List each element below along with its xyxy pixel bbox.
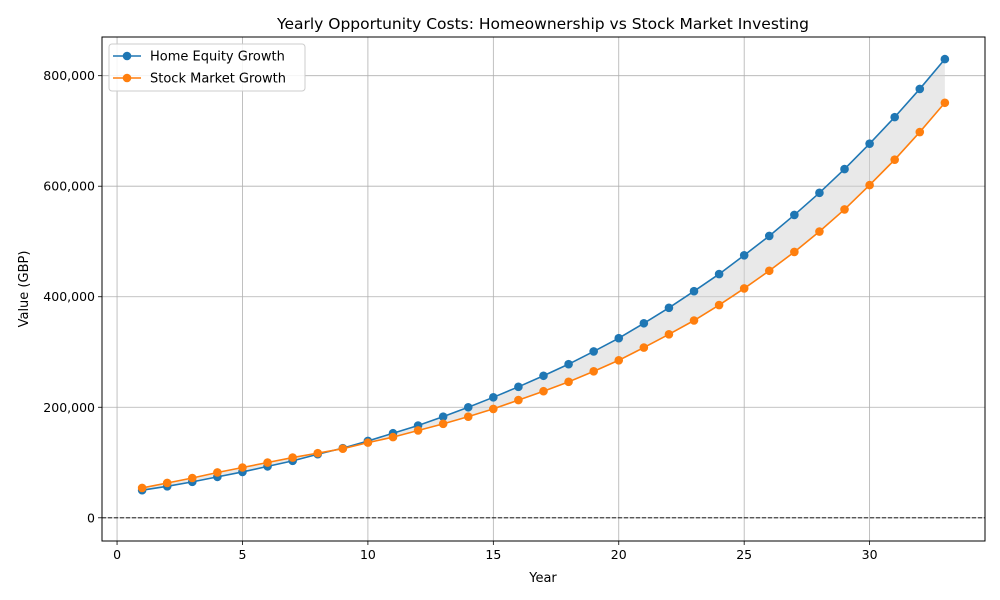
data-point	[865, 180, 874, 190]
legend-marker	[122, 51, 132, 61]
data-point	[589, 347, 598, 356]
data-point	[664, 330, 674, 339]
y-tick-label: 200,000	[43, 400, 95, 415]
data-point	[714, 269, 724, 279]
data-point	[840, 164, 849, 174]
y-tick-label: 400,000	[43, 289, 95, 304]
legend: Home Equity Growth Stock Market Growth	[108, 43, 306, 92]
series-group	[137, 54, 950, 495]
data-point	[639, 343, 649, 352]
legend-label: Home Equity Growth	[150, 50, 285, 65]
data-point	[689, 316, 699, 325]
series-stock-market-growth	[137, 98, 950, 493]
data-point	[213, 468, 222, 477]
data-point	[438, 419, 448, 429]
data-point	[313, 448, 323, 458]
data-point	[413, 426, 423, 435]
data-point	[890, 112, 899, 122]
plot-area-frame	[101, 36, 986, 542]
data-point	[539, 386, 548, 396]
data-point	[614, 333, 624, 343]
data-point	[238, 463, 247, 472]
data-point	[288, 453, 297, 462]
data-point	[790, 247, 799, 257]
data-point	[664, 303, 674, 313]
data-point	[564, 377, 573, 387]
y-tick-label: 600,000	[43, 179, 95, 194]
data-point	[764, 231, 774, 241]
x-tick-label: 0	[113, 547, 121, 562]
data-point	[940, 54, 950, 64]
data-point	[539, 371, 548, 381]
legend-marker	[122, 73, 132, 83]
data-point	[714, 300, 724, 310]
data-point	[489, 404, 498, 414]
data-point	[162, 478, 172, 488]
data-point	[890, 155, 899, 164]
data-point	[940, 98, 950, 108]
data-point	[514, 395, 523, 405]
data-point	[188, 473, 197, 483]
y-tick-label: 0	[87, 510, 95, 525]
data-point	[589, 367, 598, 376]
data-point	[363, 438, 373, 447]
x-tick-label: 10	[360, 547, 376, 562]
chart-title: Yearly Opportunity Costs: Homeownership …	[276, 15, 809, 33]
data-point	[915, 127, 925, 137]
legend-item: Home Equity Growth	[113, 50, 285, 65]
y-tick-label: 800,000	[43, 68, 95, 83]
x-tick-label: 20	[611, 547, 627, 562]
data-point	[263, 458, 272, 467]
data-point	[815, 188, 824, 198]
data-point	[514, 382, 523, 392]
data-point	[614, 355, 624, 365]
data-point	[739, 250, 749, 260]
data-point	[564, 359, 573, 369]
data-point	[865, 139, 874, 148]
data-point	[840, 205, 849, 214]
legend-item: Stock Market Growth	[113, 72, 286, 87]
data-point	[790, 210, 799, 220]
data-point	[815, 227, 824, 236]
data-point	[438, 412, 448, 421]
data-point	[338, 444, 348, 454]
x-tick-label: 30	[862, 547, 878, 562]
data-point	[764, 266, 774, 276]
x-axis-label: Year	[528, 571, 557, 586]
data-point	[489, 393, 498, 402]
x-axis: 0 5 10 15 20 25 30	[113, 541, 878, 562]
data-point	[388, 432, 398, 442]
legend-label: Stock Market Growth	[150, 72, 286, 87]
legend-box	[108, 43, 306, 92]
x-tick-label: 5	[239, 547, 247, 562]
data-point	[463, 412, 473, 421]
data-point	[915, 84, 925, 94]
data-point	[137, 483, 147, 493]
data-point	[639, 318, 649, 328]
y-axis: 0 200,000 400,000 600,000 800,000	[43, 68, 102, 525]
data-point	[739, 284, 749, 293]
data-point	[689, 286, 699, 296]
data-point	[463, 402, 473, 412]
x-tick-label: 15	[485, 547, 501, 562]
y-axis-label: Value (GBP)	[17, 251, 32, 328]
x-tick-label: 25	[736, 547, 752, 562]
